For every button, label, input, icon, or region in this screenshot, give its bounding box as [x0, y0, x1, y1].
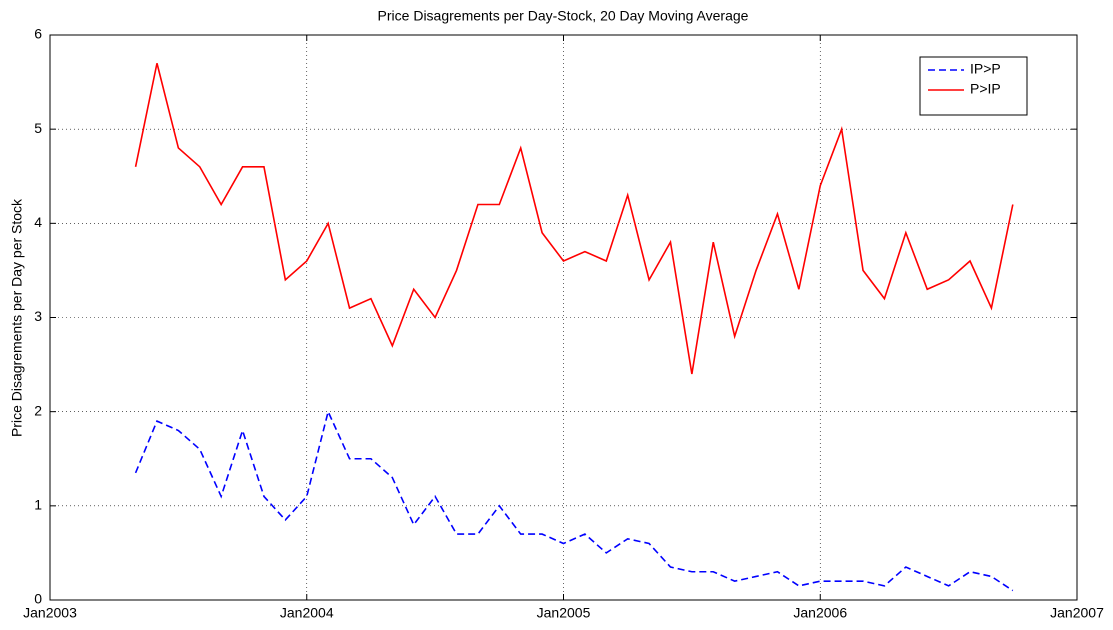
plot-frame — [49, 34, 1078, 601]
series-line — [134, 409, 1014, 592]
x-tick-label: Jan2004 — [280, 605, 334, 621]
series-line — [134, 63, 1014, 375]
y-tick-label: 1 — [34, 497, 42, 513]
y-tick-label: 5 — [34, 120, 42, 136]
y-tick-label: 3 — [34, 308, 42, 324]
legend: IP>P P>IP — [919, 56, 1028, 116]
plot-area — [50, 35, 1077, 600]
x-tick-label: Jan2007 — [1050, 605, 1104, 621]
y-tick-label: 2 — [34, 402, 42, 418]
chart-title: Price Disagrements per Day-Stock, 20 Day… — [378, 8, 749, 24]
x-tick-label: Jan2003 — [23, 605, 77, 621]
y-axis-label: Price Disagrements per Day per Stock — [9, 198, 25, 437]
legend-box — [919, 56, 1028, 116]
x-tick-label: Jan2005 — [537, 605, 591, 621]
y-tick-label: 6 — [34, 26, 42, 42]
y-tick-label: 4 — [34, 214, 42, 230]
legend-label: IP>P — [970, 61, 1001, 77]
x-tick-label: Jan2006 — [793, 605, 847, 621]
y-tick-label: 0 — [34, 591, 42, 607]
legend-label: P>IP — [970, 81, 1001, 97]
